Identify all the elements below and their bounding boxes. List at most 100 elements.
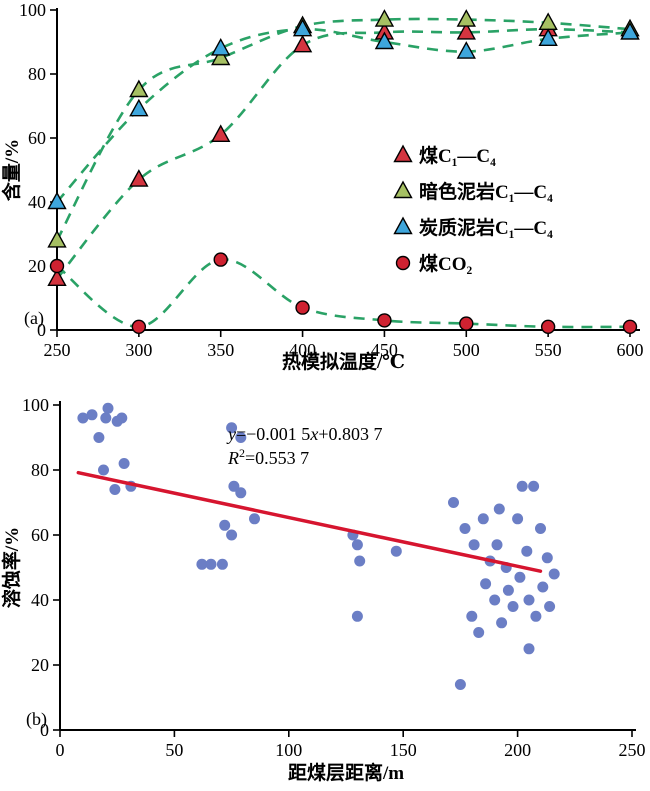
marker-series-2: [129, 98, 149, 117]
legend-label-0: 煤C₁—C₄: [419, 145, 496, 167]
marker-series-3: [540, 319, 556, 334]
scatter-point: [491, 539, 503, 551]
legend-marker-2: [393, 216, 413, 235]
scatter-point: [118, 458, 130, 469]
legend-label-3: 煤CO₂: [419, 253, 473, 275]
marker-series-1: [374, 9, 395, 27]
scatter-point: [390, 545, 402, 557]
series-line-3: [56, 258, 631, 329]
scatter-point: [535, 523, 546, 534]
marker-series-2: [292, 18, 313, 37]
marker-series-3: [377, 313, 392, 328]
scatter-point: [521, 545, 533, 557]
scatter-point: [528, 480, 540, 492]
marker-series-0: [211, 124, 231, 143]
scatter-point: [473, 627, 485, 638]
scatter-point: [205, 558, 217, 570]
marker-series-0: [292, 34, 313, 53]
scatter-point: [226, 529, 238, 541]
panel-label-a: (a): [24, 308, 44, 329]
regression-equation: y=−0.001 5x+0.803 7: [226, 424, 382, 444]
scatter-point: [77, 412, 89, 424]
scatter-point: [502, 584, 514, 596]
marker-series-1: [47, 229, 67, 248]
scatter-point: [351, 539, 363, 551]
scatter-point: [116, 412, 128, 424]
series-line-0: [55, 27, 631, 280]
x-tick-label-b: 150: [390, 740, 417, 760]
x-tick-label-a: 600: [617, 340, 644, 360]
x-tick-label-a: 500: [453, 340, 480, 360]
y-tick-label-b: 0: [40, 720, 49, 740]
y-tick-label-a: 80: [28, 64, 46, 84]
scatter-point: [86, 409, 98, 421]
y-tick-label-a: 40: [28, 192, 46, 212]
scatter-point: [351, 610, 363, 622]
scatter-point: [530, 610, 542, 622]
legend-marker-3: [395, 255, 411, 271]
scatter-point: [466, 610, 478, 622]
scatter-point: [477, 513, 489, 525]
y-tick-label-a: 60: [28, 128, 46, 148]
y-axis-title-a: 含量/%: [0, 139, 23, 201]
x-tick-label-a: 250: [44, 340, 71, 360]
scatter-point: [228, 480, 240, 492]
x-tick-label-a: 550: [535, 340, 562, 360]
marker-series-2: [47, 191, 67, 210]
marker-series-3: [131, 319, 147, 334]
scatter-point: [100, 412, 112, 424]
scatter-point: [493, 503, 505, 515]
scatter-point: [514, 571, 526, 583]
scatter-point: [102, 402, 114, 414]
marker-series-3: [295, 300, 310, 315]
y-axis-title-b: 溶蚀率/%: [0, 527, 23, 608]
y-tick-label-a: 0: [37, 320, 46, 340]
scatter-point: [489, 594, 501, 606]
x-tick-label-b: 50: [165, 740, 183, 760]
y-tick-label-b: 60: [31, 525, 49, 545]
scatter-point: [523, 643, 535, 655]
scatter-point: [454, 679, 466, 690]
scatter-point: [354, 555, 366, 567]
y-tick-label-a: 20: [28, 256, 46, 276]
chart-b-dissolution-scatter: 0 50 100 150 200 250 0 20 40 60 80 100 y=−0.001 5x+0…: [0, 395, 646, 784]
scatter-point: [216, 558, 228, 570]
marker-series-3: [49, 258, 65, 274]
scatter-point: [235, 432, 247, 443]
chart-a-thermal-simulation: 250 300 350 400 450 500 550 600 0 20 40 60 80 100 煤C₁—…: [0, 0, 644, 373]
marker-series-3: [213, 252, 228, 267]
x-tick-label-b: 250: [619, 740, 646, 760]
marker-series-0: [456, 21, 476, 40]
scatter-point: [219, 519, 231, 531]
marker-series-0: [47, 268, 67, 286]
legend-marker-1: [393, 180, 413, 199]
x-axis-title-b: 距煤层距离/m: [288, 761, 404, 784]
marker-series-1: [129, 79, 149, 98]
scatter-point: [468, 539, 480, 551]
scatter-point: [507, 601, 519, 612]
x-tick-label-a: 300: [125, 340, 152, 360]
scatter-point: [516, 480, 528, 492]
marker-series-3: [459, 316, 474, 331]
x-tick-label-b: 200: [504, 740, 531, 760]
legend-label-1: 暗色泥岩C₁—C₄: [419, 180, 553, 203]
y-tick-label-b: 100: [22, 395, 49, 415]
scatter-point: [249, 513, 260, 525]
panel-label-b: (b): [26, 709, 47, 730]
regression-r-squared: R2=0.553 7: [227, 446, 309, 468]
marker-series-2: [456, 41, 476, 59]
scatter-point: [537, 581, 549, 593]
x-tick-label-a: 350: [207, 340, 234, 360]
x-tick-label-b: 100: [275, 740, 302, 760]
y-tick-label-a: 100: [19, 0, 46, 20]
x-tick-label-b: 0: [56, 740, 65, 760]
scatter-point: [496, 617, 508, 629]
regression-line: [76, 470, 543, 573]
x-axis-title-a: 热模拟温度/℃: [282, 350, 405, 373]
series-line-1: [55, 17, 631, 242]
scatter-point: [512, 513, 524, 525]
scatter-point: [480, 578, 492, 590]
marker-series-2: [374, 31, 395, 50]
scatter-point: [544, 601, 556, 612]
